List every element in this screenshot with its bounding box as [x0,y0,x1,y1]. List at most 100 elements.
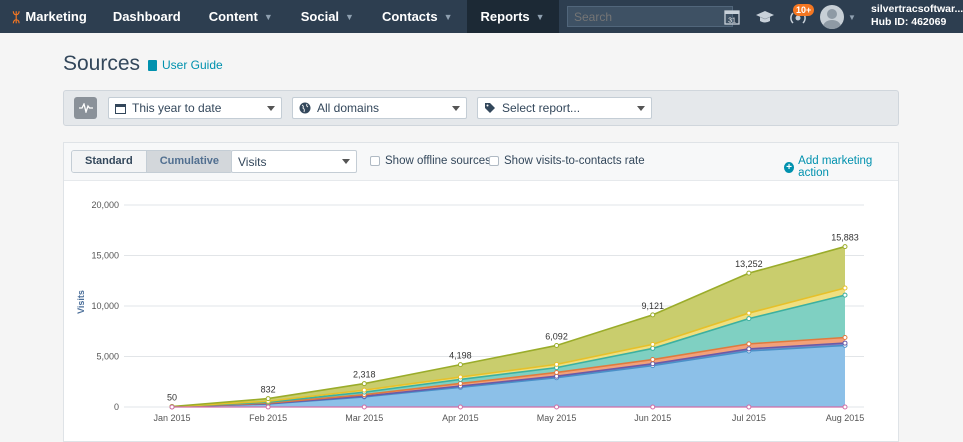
data-label: 832 [261,385,276,395]
calendar-icon[interactable]: 31 [721,6,743,28]
add-marketing-action-button[interactable]: + Add marketing action [784,155,898,179]
data-point [650,404,656,410]
offline-sources-checkbox[interactable]: Show offline sources [370,155,491,167]
chart-points [169,244,848,410]
data-point [457,362,463,368]
data-point [169,404,175,410]
x-tick-label: Apr 2015 [442,413,479,423]
series-line [171,287,846,408]
data-point [361,381,367,387]
page-title: Sources [63,52,141,75]
checkbox-box[interactable] [489,156,499,166]
x-tick-label: Jun 2015 [634,413,671,423]
data-point [842,292,848,298]
data-point [265,404,271,410]
data-label: 4,198 [449,351,472,361]
data-label: 2,318 [353,370,376,380]
search-input[interactable] [567,6,733,27]
nav-dashboard-label: Dashboard [112,9,181,24]
nav-reports-label: Reports [480,9,530,24]
chevron-down-icon [637,106,645,111]
data-point [650,361,656,367]
book-icon [148,59,157,71]
data-point [650,345,656,351]
metric-value: Visits [238,154,267,169]
data-label: 15,883 [831,233,859,243]
avatar[interactable] [820,5,844,29]
chevron-down-icon: ▼ [443,11,453,22]
nav-reports[interactable]: Reports ▼ [466,0,559,33]
data-point [265,396,271,402]
data-point [554,342,560,348]
domains-value: All domains [317,101,380,115]
notification-badge: 10+ [793,4,815,16]
top-navigation-bar: ᛯ Marketing Dashboard Content ▼ Social ▼ C… [0,0,963,33]
domains-select[interactable]: All domains [292,97,467,119]
user-guide-label: User Guide [162,58,223,72]
tag-icon [484,102,496,114]
data-point [457,374,463,380]
data-point [457,404,463,410]
nav-contacts[interactable]: Contacts ▼ [368,0,467,33]
report-select[interactable]: Select report... [477,97,652,119]
data-point [842,404,848,410]
calendar-day: 31 [728,18,736,25]
metric-select[interactable]: Visits [231,150,357,173]
x-tick-label: Mar 2015 [345,413,383,423]
data-point [746,316,752,322]
data-point [842,340,848,346]
chart-lines [171,245,846,408]
data-point [457,380,463,386]
series-line [171,336,846,408]
y-tick-label: 10,000 [91,301,119,311]
date-range-select[interactable]: This year to date [108,97,282,119]
chevron-down-icon[interactable]: ▼ [848,13,856,22]
pulse-icon [78,103,93,113]
x-tick-label: Aug 2015 [826,413,865,423]
nav-contacts-label: Contacts [381,9,438,24]
marketing-brand-link[interactable]: ᛯ Marketing [0,0,99,33]
standard-button[interactable]: Standard [72,151,146,172]
nav-social[interactable]: Social ▼ [287,0,368,33]
filter-bar: This year to date All domains Select rep… [63,90,899,126]
data-point [842,285,848,291]
pulse-toggle-button[interactable] [74,97,97,119]
series-area [172,345,845,407]
offline-sources-label: Show offline sources [385,155,491,167]
brand-label: Marketing [25,9,87,24]
data-point [650,312,656,318]
data-point [842,335,848,341]
data-point [746,270,752,276]
data-point [554,404,560,410]
globe-icon [299,102,311,114]
visits-to-contacts-checkbox[interactable]: Show visits-to-contacts rate [489,155,645,167]
data-point [361,387,367,393]
y-tick-label: 15,000 [91,251,119,261]
data-point [746,341,752,347]
data-point [650,357,656,363]
chart-controls: Standard Cumulative Visits Show offline … [64,143,898,181]
nav-content[interactable]: Content ▼ [195,0,287,33]
data-point [746,346,752,352]
data-point [361,404,367,410]
account-menu[interactable]: silvertracsoftwar... Hub ID: 462069 [871,3,963,29]
chevron-down-icon [342,159,350,164]
nav-social-label: Social [300,9,340,24]
chevron-down-icon: ▼ [535,11,545,22]
user-guide-link[interactable]: User Guide [148,58,223,72]
x-tick-label: Feb 2015 [249,413,287,423]
calendar-icon [115,103,126,114]
hub-id: Hub ID: 462069 [871,16,947,28]
checkbox-box[interactable] [370,156,380,166]
chevron-down-icon: ▼ [345,11,354,22]
nav-dashboard[interactable]: Dashboard [99,0,195,33]
chevron-down-icon [452,106,460,111]
series-area [172,337,845,407]
data-point [554,361,560,367]
academy-cap-icon[interactable] [754,6,776,28]
hubspot-sprocket-icon: ᛯ [12,8,21,25]
data-label: 13,252 [735,259,763,269]
cumulative-button[interactable]: Cumulative [145,151,232,172]
y-tick-label: 5,000 [96,352,119,362]
chevron-down-icon: ▼ [263,11,273,22]
